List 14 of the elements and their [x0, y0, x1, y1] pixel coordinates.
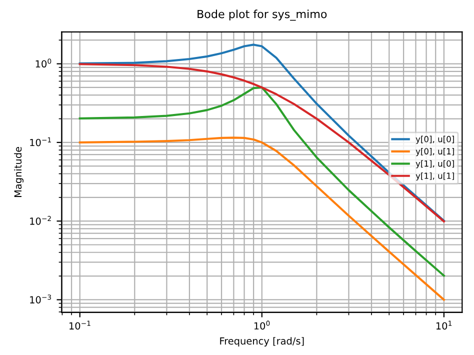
y-tick-label: 10$^{−2}$ [30, 216, 51, 225]
y-tick-label: 10$^{−1}$ [30, 137, 51, 146]
y-tick-label: 10$^{−3}$ [30, 294, 51, 304]
legend-label: y[1], u[1] [416, 172, 454, 181]
x-axis-title: Frequency [rad/s] [220, 337, 304, 346]
legend-label: y[1], u[0] [416, 160, 454, 168]
legend-label: y[0], u[1] [416, 148, 454, 156]
y-tick-label: 10$^{0}$ [36, 58, 52, 68]
x-tick-label: 10$^{0}$ [254, 320, 270, 330]
y-axis-title: Magnitude [14, 146, 24, 197]
legend-label: y[0], u[0] [416, 136, 454, 144]
x-tick-label: 10$^{−1}$ [70, 320, 90, 330]
x-tick-label: 10$^{1}$ [436, 320, 452, 330]
chart-title: Bode plot for sys_mimo [198, 10, 327, 21]
